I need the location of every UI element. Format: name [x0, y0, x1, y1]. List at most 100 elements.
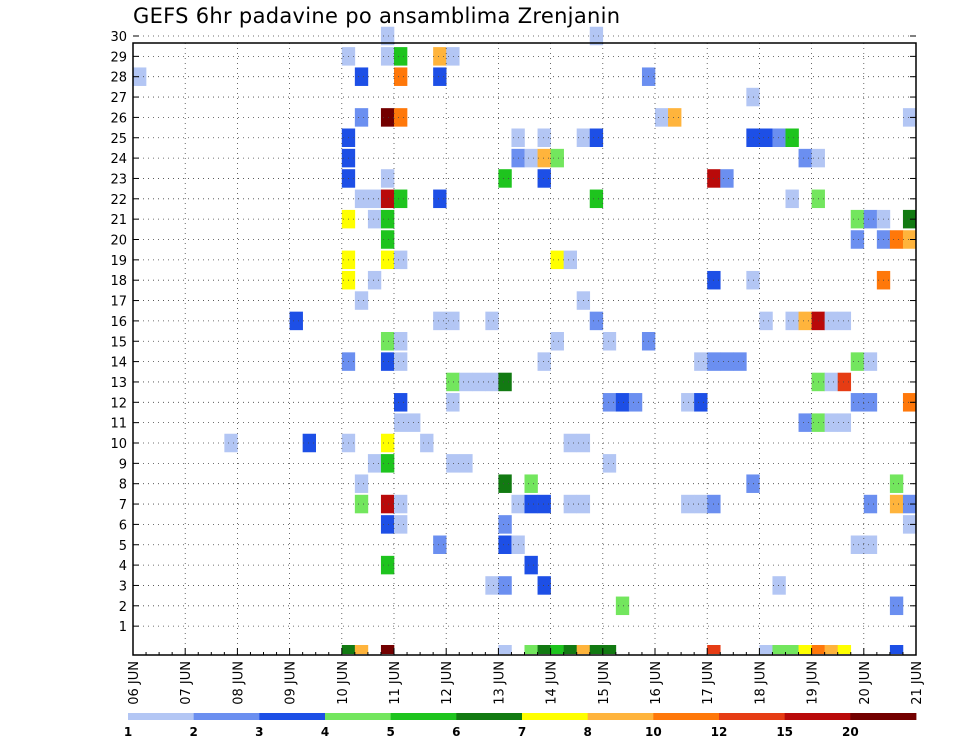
y-tick-label: 12 [110, 396, 127, 411]
heatmap-cell [433, 47, 447, 66]
heatmap-cell [902, 230, 917, 249]
heatmap-cell [446, 393, 460, 412]
heatmap-cell [785, 645, 799, 654]
heatmap-cell [485, 311, 499, 331]
colorbar-segment [128, 713, 195, 720]
x-tick-label: 07 JUN [179, 661, 194, 705]
colorbar-label: 10 [645, 725, 662, 739]
heatmap-cell [433, 67, 447, 86]
heatmap-cell [498, 474, 512, 493]
heatmap-cell [498, 169, 512, 188]
heatmap-cell [863, 352, 878, 371]
colorbar-segment [719, 713, 786, 720]
heatmap-cell [889, 596, 904, 616]
colorbar-segment [456, 713, 523, 720]
heatmap-cell [798, 148, 812, 168]
y-tick-label: 24 [110, 152, 127, 167]
colorbar-label: 5 [386, 725, 394, 739]
y-tick-label: 26 [110, 111, 127, 126]
y-tick-label: 6 [119, 518, 127, 533]
heatmap-cell [889, 230, 904, 249]
heatmap-cell [367, 209, 382, 229]
x-tick-label: 19 JUN [806, 661, 821, 705]
heatmap-cell [380, 108, 395, 127]
heatmap-cell [498, 372, 512, 392]
colorbar-segment [325, 713, 392, 720]
heatmap-cell [394, 250, 408, 270]
heatmap-cell [367, 270, 382, 290]
y-tick-label: 13 [110, 376, 127, 391]
heatmap-cell [446, 311, 460, 331]
heatmap-cell [694, 352, 708, 371]
x-tick-label: 06 JUN [127, 661, 142, 705]
heatmap-cell [433, 189, 447, 209]
heatmap-cell [367, 454, 382, 473]
y-tick-label: 17 [110, 295, 127, 310]
heatmap-cell [380, 454, 395, 473]
heatmap-cell [537, 169, 551, 188]
heatmap-cell [759, 311, 773, 331]
heatmap-cell [850, 209, 865, 229]
heatmap-cell [798, 311, 812, 331]
colorbar-label: 8 [583, 725, 591, 739]
y-tick-label: 9 [119, 457, 127, 472]
heatmap-cell [720, 352, 734, 371]
heatmap-cell [394, 515, 408, 534]
heatmap-cell [772, 645, 786, 654]
heatmap-cell [498, 645, 512, 654]
heatmap-cell [380, 352, 395, 371]
heatmap-cell [720, 169, 734, 188]
colorbar-label: 3 [255, 725, 263, 739]
heatmap-cell [602, 393, 617, 412]
heatmap-cell [811, 645, 825, 654]
heatmap-cell [341, 645, 356, 654]
y-tick-label: 10 [110, 437, 127, 452]
colorbar-label: 6 [452, 725, 460, 739]
heatmap-cell [668, 108, 682, 127]
heatmap-cell [576, 645, 591, 654]
heatmap-cell [485, 372, 499, 392]
heatmap-cell [863, 209, 878, 229]
colorbar-label: 15 [776, 725, 793, 739]
heatmap-cell [380, 515, 395, 534]
colorbar-label: 4 [321, 725, 329, 739]
heatmap-cell [380, 209, 395, 229]
heatmap-cell [380, 47, 395, 66]
y-tick-label: 23 [110, 172, 127, 187]
heatmap-cell [824, 372, 838, 392]
colorbar-label: 7 [518, 725, 526, 739]
heatmap-cell [380, 189, 395, 209]
heatmap-cell [824, 413, 838, 432]
heatmap-cell [394, 332, 408, 351]
heatmap-cell [694, 393, 708, 412]
heatmap-cell [537, 494, 551, 514]
heatmap-cell [889, 494, 904, 514]
heatmap-cell [902, 209, 917, 229]
x-tick-label: 09 JUN [284, 661, 299, 705]
heatmap-cell [563, 433, 577, 453]
heatmap-cell [459, 372, 473, 392]
colorbar-label: 20 [842, 725, 859, 739]
colorbar-segment [522, 713, 589, 720]
heatmap-cell [824, 311, 838, 331]
heatmap-cell [850, 352, 865, 371]
heatmap-cell [837, 311, 852, 331]
heatmap-cell [433, 535, 447, 554]
x-tick-label: 16 JUN [649, 661, 664, 705]
heatmap-cell [615, 393, 630, 412]
heatmap-cell [602, 645, 617, 654]
heatmap-cell [498, 576, 512, 595]
x-tick-label: 11 JUN [388, 661, 403, 705]
x-tick-label: 21 JUN [910, 661, 925, 705]
y-tick-label: 15 [110, 335, 127, 350]
y-tick-label: 14 [110, 356, 127, 371]
x-tick-label: 10 JUN [336, 661, 351, 705]
heatmap-cell [485, 576, 499, 595]
y-tick-label: 5 [119, 539, 127, 554]
heatmap-cell [694, 494, 708, 514]
heatmap-cell [798, 645, 812, 654]
heatmap-cell [394, 67, 408, 86]
heatmap-cell [524, 148, 538, 168]
heatmap-cell [446, 372, 460, 392]
heatmap-cell [824, 645, 838, 654]
